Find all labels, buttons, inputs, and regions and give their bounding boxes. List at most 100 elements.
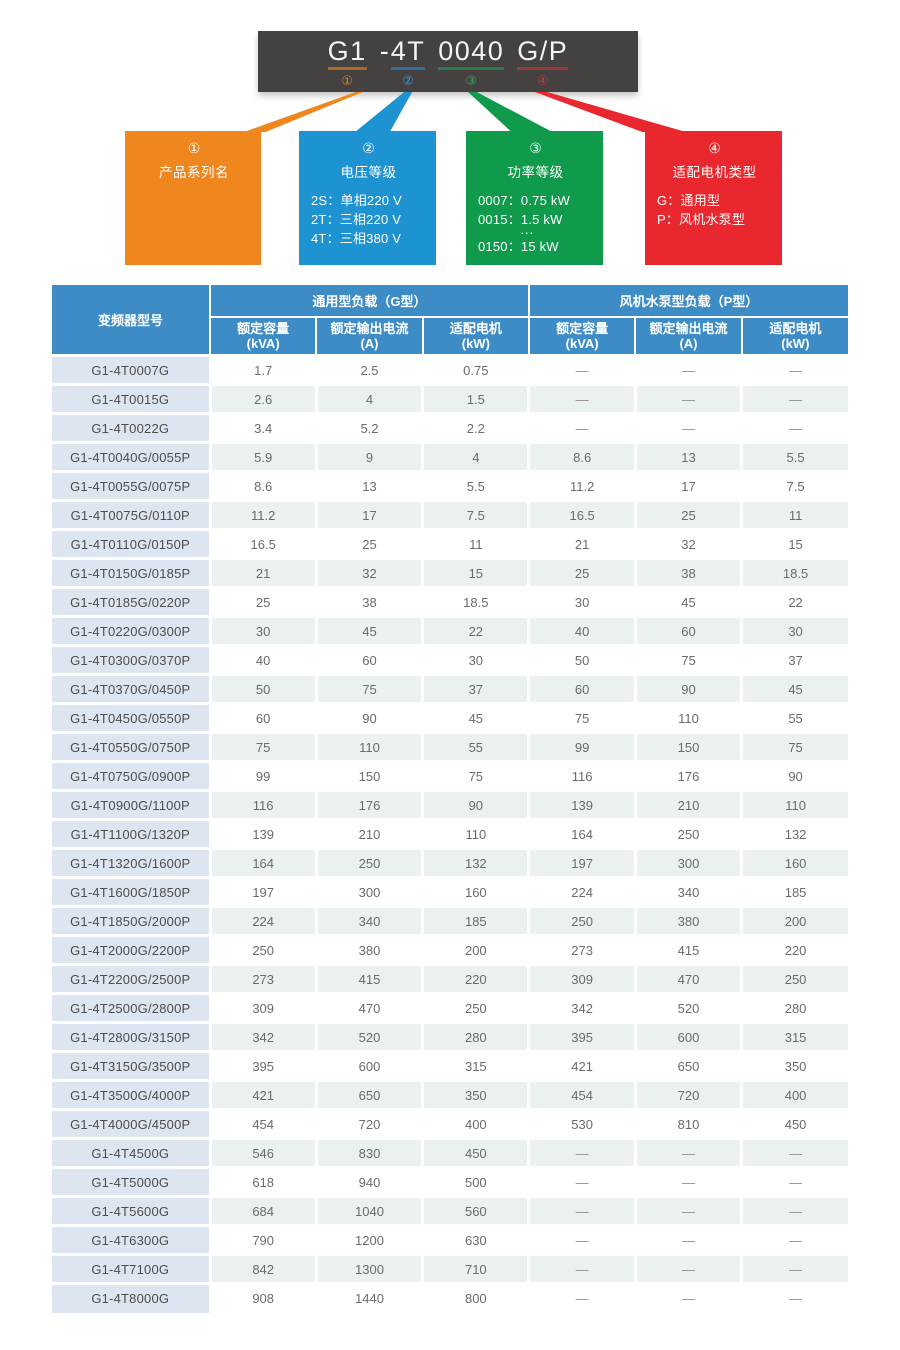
value-cell: —	[633, 412, 742, 443]
table-row: G1-4T1850G/2000P 224 340 185 250 380 200	[52, 905, 848, 936]
callout-marker-4: ④	[708, 140, 721, 156]
value-cell: 22	[740, 586, 848, 617]
value-cell: 21	[208, 557, 317, 588]
value-cell: 60	[208, 702, 317, 733]
model-cell: G1-4T0185G/0220P	[52, 586, 210, 617]
value-cell: 150	[314, 760, 423, 791]
value-cell: 75	[208, 731, 317, 762]
table-row: G1-4T2800G/3150P 342 520 280 395 600 315	[52, 1021, 848, 1052]
column-header-model: 变频器型号	[52, 285, 210, 356]
model-cell: G1-4T4500G	[52, 1137, 210, 1168]
code-token-series: G1 ①	[327, 37, 367, 87]
callout-title-motor-type: 适配电机类型	[672, 165, 757, 180]
table-row: G1-4T3150G/3500P 395 600 315 421 650 350	[52, 1050, 848, 1081]
value-cell: —	[527, 383, 636, 414]
underline-voltage	[390, 66, 426, 70]
value-cell: 176	[633, 760, 742, 791]
model-cell: G1-4T0150G/0185P	[52, 557, 210, 588]
value-cell: 38	[314, 586, 423, 617]
table-row: G1-4T0110G/0150P 16.5 25 11 21 32 15	[52, 528, 848, 559]
value-cell: —	[740, 1195, 848, 1226]
value-cell: 1440	[314, 1282, 423, 1313]
value-cell: 185	[740, 876, 848, 907]
power-option: 0015：1.5 kW	[478, 212, 563, 227]
value-cell: 520	[633, 992, 742, 1023]
value-cell: —	[740, 1253, 848, 1284]
value-cell: 160	[740, 847, 848, 878]
value-cell: 99	[208, 760, 317, 791]
value-cell: —	[633, 1224, 742, 1255]
value-cell: 50	[527, 644, 636, 675]
value-cell: 17	[633, 470, 742, 501]
value-cell: 421	[208, 1079, 317, 1110]
ellipsis: ···	[520, 225, 534, 240]
column-header-g-motor: 适配电机 (kW)	[421, 316, 529, 356]
value-cell: 810	[633, 1108, 742, 1139]
value-cell: 185	[421, 905, 529, 936]
callout-title-series: 产品系列名	[159, 165, 229, 180]
table-row: G1-4T0040G/0055P 5.9 9 4 8.6 13 5.5	[52, 441, 848, 472]
value-cell: 395	[208, 1050, 317, 1081]
table-row: G1-4T1600G/1850P 197 300 160 224 340 185	[52, 876, 848, 907]
value-cell: 250	[208, 934, 317, 965]
group-header-p-type: 风机水泵型负载（P型）	[527, 285, 848, 317]
table-row: G1-4T0022G 3.4 5.2 2.2— — —	[52, 412, 848, 443]
code-token-motor-type: G/P ④	[517, 37, 569, 87]
value-cell: 30	[527, 586, 636, 617]
model-cell: G1-4T0110G/0150P	[52, 528, 210, 559]
value-cell: —	[740, 412, 848, 443]
value-cell: 90	[740, 760, 848, 791]
value-cell: 380	[633, 905, 742, 936]
value-cell: 395	[527, 1021, 636, 1052]
value-cell: —	[527, 1224, 636, 1255]
value-cell: 4	[314, 383, 423, 414]
value-cell: 350	[740, 1050, 848, 1081]
value-cell: 790	[208, 1224, 317, 1255]
value-cell: 315	[421, 1050, 529, 1081]
value-cell: 40	[527, 615, 636, 646]
model-cell: G1-4T1100G/1320P	[52, 818, 210, 849]
model-naming-diagram: G1 ① - 4T ② 0040 ③	[0, 0, 900, 285]
value-cell: 75	[740, 731, 848, 762]
value-cell: 309	[527, 963, 636, 994]
value-cell: 650	[633, 1050, 742, 1081]
value-cell: —	[527, 1253, 636, 1284]
value-cell: 1200	[314, 1224, 423, 1255]
value-cell: —	[633, 1166, 742, 1197]
value-cell: 7.5	[421, 499, 529, 530]
model-cell: G1-4T0022G	[52, 412, 210, 443]
model-cell: G1-4T2500G/2800P	[52, 992, 210, 1023]
value-cell: 342	[527, 992, 636, 1023]
code-token-voltage: - 4T ②	[380, 37, 426, 87]
value-cell: 470	[633, 963, 742, 994]
callout-series: ① 产品系列名	[125, 131, 261, 265]
value-cell: —	[740, 1137, 848, 1168]
value-cell: —	[527, 1195, 636, 1226]
value-cell: 110	[633, 702, 742, 733]
value-cell: 1040	[314, 1195, 423, 1226]
value-cell: 210	[314, 818, 423, 849]
value-cell: —	[527, 1137, 636, 1168]
value-cell: 250	[421, 992, 529, 1023]
table-row: G1-4T6300G 790 1200 630— — —	[52, 1224, 848, 1255]
value-cell: 421	[527, 1050, 636, 1081]
value-cell: 38	[633, 557, 742, 588]
table-row: G1-4T7100G 842 1300 710— — —	[52, 1253, 848, 1284]
table-row: G1-4T0900G/1100P 116 176 90 139 210 110	[52, 789, 848, 820]
value-cell: 5.9	[208, 441, 317, 472]
value-cell: 560	[421, 1195, 529, 1226]
table-row: G1-4T0220G/0300P 30 45 22 40 60 30	[52, 615, 848, 646]
value-cell: 55	[421, 731, 529, 762]
connector-line-series	[244, 92, 363, 132]
value-cell: 150	[633, 731, 742, 762]
table-row: G1-4T0150G/0185P 21 32 15 25 38 18.5	[52, 557, 848, 588]
value-cell: 25	[208, 586, 317, 617]
value-cell: 160	[421, 876, 529, 907]
power-option: 0007：0.75 kW	[478, 193, 571, 208]
value-cell: 415	[314, 963, 423, 994]
model-cell: G1-4T1320G/1600P	[52, 847, 210, 878]
voltage-options: 2S：单相220 V 2T：三相220 V 4T：三相380 V	[311, 191, 426, 248]
value-cell: 5.2	[314, 412, 423, 443]
value-cell: 90	[314, 702, 423, 733]
value-cell: 1300	[314, 1253, 423, 1284]
